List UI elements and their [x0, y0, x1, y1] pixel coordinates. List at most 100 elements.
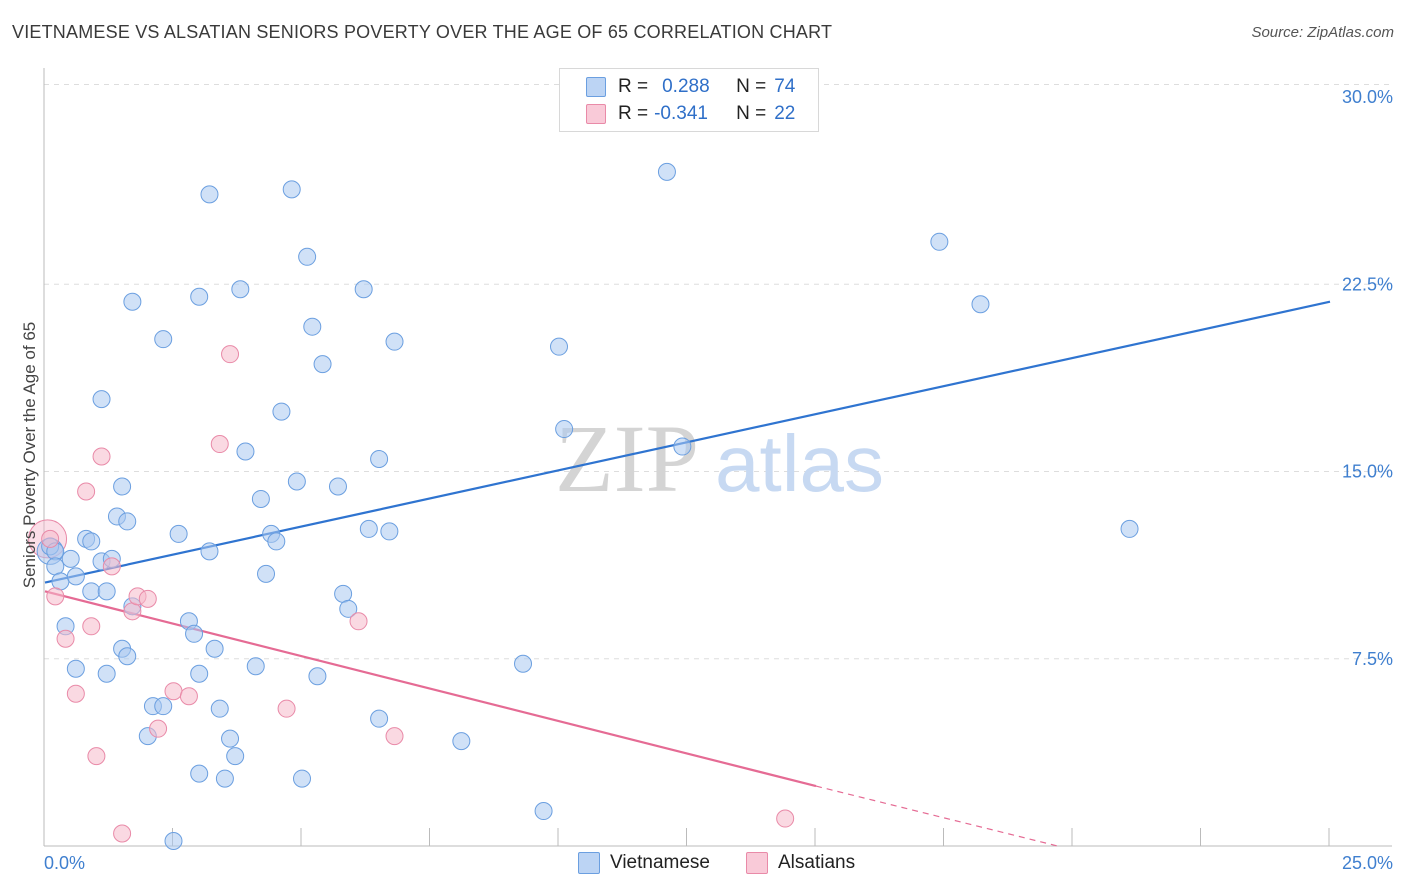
- scatter-point-alsatians: [123, 602, 142, 621]
- scatter-point-alsatians: [149, 719, 168, 738]
- legend-n-label: N =: [736, 76, 767, 97]
- scatter-point-vietnamese: [66, 567, 85, 586]
- source-label: Source: ZipAtlas.com: [1251, 24, 1394, 41]
- scatter-point-vietnamese: [534, 802, 553, 821]
- y-tick-label: 30.0%: [1342, 87, 1393, 107]
- legend-row-alsatians: R = -0.341 N = 22: [586, 102, 795, 126]
- scatter-point-vietnamese: [257, 564, 276, 583]
- legend-r-label: R =: [618, 76, 649, 97]
- watermark-zip: ZIP: [555, 405, 699, 512]
- chart-title: VIETNAMESE VS ALSATIAN SENIORS POVERTY O…: [12, 22, 833, 42]
- legend: R = 0.288 N = 74 R = -0.341 N = 22: [559, 68, 819, 132]
- scatter-point-vietnamese: [550, 337, 568, 356]
- trend-line-alsatians: [44, 590, 817, 788]
- scatter-point-vietnamese: [339, 599, 358, 618]
- legend-swatch-blue: [586, 77, 606, 97]
- scatter-point-vietnamese: [282, 180, 301, 199]
- scatter-point-alsatians: [277, 699, 296, 718]
- bottom-legend-vietnamese: Vietnamese: [578, 852, 710, 874]
- y-tick-label: 22.5%: [1342, 274, 1393, 294]
- scatter-point-vietnamese: [118, 512, 137, 531]
- x-tick-label: 25.0%: [1342, 853, 1393, 873]
- scatter-point-vietnamese: [66, 659, 85, 678]
- scatter-point-vietnamese: [190, 664, 209, 683]
- scatter-point-vietnamese: [354, 280, 373, 299]
- scatter-point-vietnamese: [82, 532, 101, 551]
- scatter-point-alsatians: [221, 345, 240, 364]
- scatter-point-vietnamese: [298, 247, 317, 266]
- scatter-point-vietnamese: [555, 420, 574, 439]
- scatter-point-vietnamese: [51, 572, 70, 591]
- scatter-point-alsatians: [46, 587, 65, 606]
- legend-n-value: 22: [774, 103, 796, 124]
- y-tick-label: 15.0%: [1342, 462, 1393, 482]
- scatter-point-alsatians: [210, 435, 229, 454]
- scatter-point-vietnamese: [380, 522, 399, 541]
- scatter-point-vietnamese: [190, 287, 209, 306]
- y-axis-label: Seniors Poverty Over the Age of 65: [20, 322, 39, 588]
- scatter-point-vietnamese: [293, 769, 311, 788]
- scatter-point-vietnamese: [97, 582, 116, 601]
- scatter-point-vietnamese: [92, 390, 111, 409]
- bottom-legend-label: Vietnamese: [610, 852, 710, 873]
- gridlines: [44, 84, 1392, 660]
- scatter-point-vietnamese: [370, 709, 389, 728]
- scatter-point-alsatians: [776, 809, 795, 828]
- scatter-point-vietnamese: [164, 832, 183, 851]
- scatter-point-vietnamese: [328, 477, 347, 496]
- scatter-point-alsatians: [87, 747, 106, 766]
- scatter-point-alsatians: [349, 612, 368, 631]
- scatter-point-vietnamese: [231, 280, 250, 299]
- legend-swatch-pink: [586, 104, 606, 124]
- scatter-point-alsatians: [77, 482, 96, 501]
- scatter-point-vietnamese: [118, 647, 137, 666]
- scatter-point-vietnamese: [370, 450, 389, 469]
- scatter-point-vietnamese: [308, 667, 327, 686]
- scatter-point-vietnamese: [657, 162, 676, 181]
- scatter-point-vietnamese: [246, 657, 265, 676]
- scatter-point-vietnamese: [200, 185, 219, 204]
- scatter-point-vietnamese: [185, 624, 204, 643]
- scatter-point-vietnamese: [210, 699, 229, 718]
- scatter-point-alsatians: [41, 529, 60, 548]
- scatter-point-vietnamese: [113, 477, 132, 496]
- scatter-point-vietnamese: [82, 582, 101, 601]
- scatter-points: [28, 162, 1139, 851]
- scatter-point-alsatians: [82, 617, 101, 636]
- scatter-point-vietnamese: [287, 472, 306, 491]
- legend-r-value: 0.288: [662, 76, 710, 97]
- trend-line-alsatians-extension: [815, 785, 1058, 847]
- scatter-point-vietnamese: [930, 232, 949, 251]
- legend-r-label: R =: [618, 103, 649, 124]
- scatter-point-vietnamese: [514, 654, 533, 673]
- scatter-point-vietnamese: [200, 542, 219, 561]
- scatter-point-alsatians: [385, 727, 404, 746]
- scatter-point-vietnamese: [385, 332, 404, 351]
- scatter-point-alsatians: [138, 589, 157, 608]
- legend-n-value: 74: [774, 76, 796, 97]
- scatter-point-vietnamese: [971, 295, 990, 314]
- scatter-point-vietnamese: [97, 664, 116, 683]
- scatter-point-vietnamese: [267, 532, 286, 551]
- y-tick-label: 7.5%: [1352, 649, 1393, 669]
- scatter-point-vietnamese: [205, 639, 224, 658]
- scatter-point-vietnamese: [303, 317, 322, 336]
- scatter-point-vietnamese: [215, 769, 234, 788]
- scatter-point-vietnamese: [359, 519, 378, 538]
- scatter-point-vietnamese: [272, 402, 291, 421]
- scatter-point-vietnamese: [190, 764, 209, 783]
- bottom-legend-label: Alsatians: [778, 852, 856, 873]
- scatter-point-vietnamese: [236, 442, 255, 461]
- bottom-legend-swatch-pink: [746, 852, 768, 874]
- scatter-point-vietnamese: [154, 697, 173, 716]
- bottom-legend-swatch-blue: [578, 852, 600, 874]
- scatter-point-alsatians: [179, 687, 198, 706]
- legend-row-vietnamese: R = 0.288 N = 74: [586, 75, 795, 99]
- scatter-point-vietnamese: [226, 747, 245, 766]
- scatter-point-vietnamese: [61, 549, 80, 568]
- scatter-point-alsatians: [66, 684, 85, 703]
- watermark: ZIP atlas: [555, 405, 884, 512]
- legend-n-label: N =: [736, 103, 767, 124]
- watermark-atlas: atlas: [715, 419, 884, 508]
